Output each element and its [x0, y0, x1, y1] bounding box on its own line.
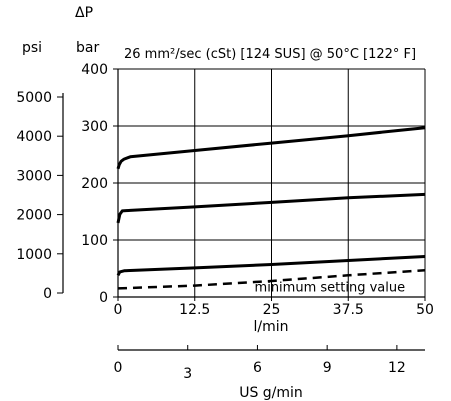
x2-tick-label: 12 [388, 360, 406, 376]
x-axis-lpm: 0 12.5 25 37.5 50 [114, 296, 434, 318]
x-tick-label: 37.5 [333, 302, 364, 318]
bar-tick-label: 200 [81, 176, 108, 192]
x2-axis-label: US g/min [239, 385, 303, 401]
minimum-setting-annotation: minimum setting value [255, 280, 406, 295]
x-axis-usgpm: 0 3 6 9 12 [114, 345, 425, 382]
bar-axis-unit-label: bar [76, 40, 99, 56]
x-tick-label: 25 [263, 302, 281, 318]
psi-tick-label: 5000 [16, 90, 52, 106]
chart-title: 26 mm²/sec (cSt) [124 SUS] @ 50°C [122° … [124, 47, 416, 62]
bar-tick-label: 0 [99, 290, 108, 306]
psi-tick-label: 3000 [16, 168, 52, 184]
series-line-4 [117, 268, 426, 290]
x2-tick-label: 9 [323, 360, 332, 376]
series-line-2 [116, 192, 426, 224]
x2-tick-label: 3 [183, 366, 192, 382]
x-tick-label: 50 [416, 302, 434, 318]
series-line-3 [116, 255, 426, 277]
psi-axis-unit-label: psi [22, 40, 42, 56]
psi-tick-label: 4000 [16, 129, 52, 145]
bar-axis: 0 100 200 300 400 [81, 62, 119, 306]
bar-tick-label: 300 [81, 119, 108, 135]
psi-tick-label: 0 [43, 286, 52, 302]
x-axis-label: l/min [253, 319, 288, 335]
series-line-1 [116, 126, 426, 170]
bar-tick-label: 400 [81, 62, 108, 78]
delta-p-label: ΔP [75, 5, 93, 21]
x-tick-label: 0 [114, 302, 123, 318]
x2-tick-label: 6 [253, 360, 262, 376]
x-tick-label: 12.5 [179, 302, 210, 318]
psi-tick-label: 2000 [16, 208, 52, 224]
grid [118, 68, 426, 297]
psi-tick-label: 1000 [16, 247, 52, 263]
psi-axis: 0 1000 2000 3000 4000 5000 [16, 90, 64, 302]
x2-tick-label: 0 [114, 360, 123, 376]
bar-tick-label: 100 [81, 233, 108, 249]
series-group [116, 126, 426, 290]
